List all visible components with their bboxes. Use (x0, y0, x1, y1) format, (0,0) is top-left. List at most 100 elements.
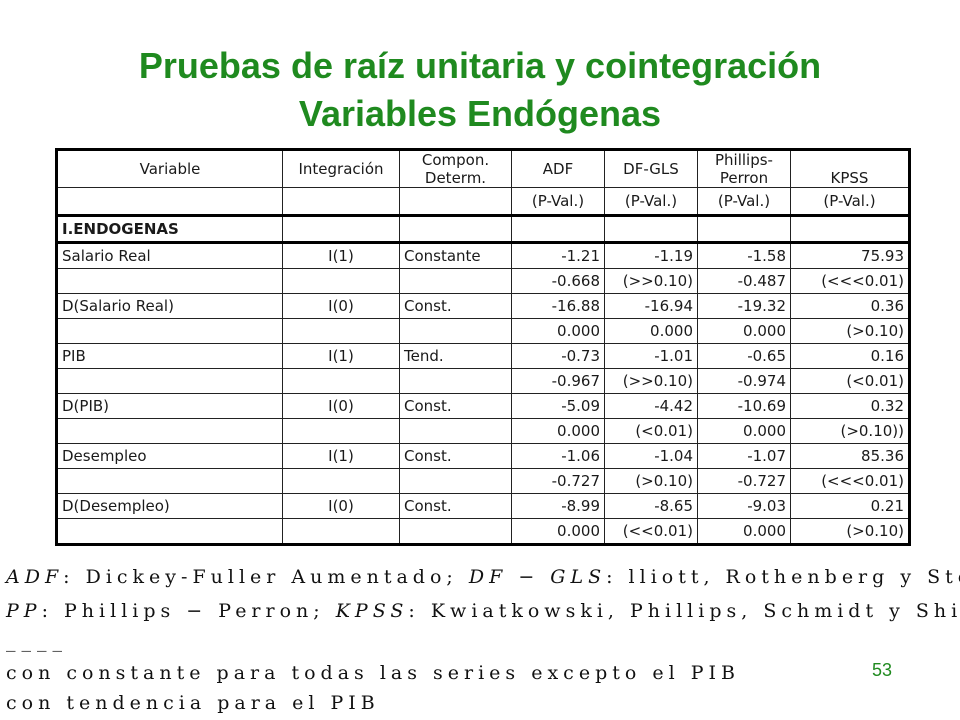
table-row-pval: 0.000 (<0.01) 0.000 (>0.10)) (56, 418, 910, 444)
cell-kpss: 0.32 (790, 393, 910, 419)
slide-title-line2: Variables Endógenas (298, 93, 662, 134)
cell-compon: Tend. (399, 343, 512, 369)
note-line4: con constante para todas las series exce… (6, 662, 740, 684)
cell-pval-kpss: (<<<0.01) (790, 468, 910, 494)
table-row-pval: -0.727 (>0.10) -0.727 (<<<0.01) (56, 468, 910, 494)
header-dfgls: DF-GLS (604, 149, 698, 188)
cell-pval-adf: -0.668 (511, 268, 605, 294)
cell-adf: -1.06 (511, 443, 605, 469)
section-empty (511, 214, 605, 244)
table-row: PIB I(1) Tend. -0.73 -1.01 -0.65 0.16 (56, 343, 910, 369)
cell-pval-kpss: (>0.10) (790, 518, 910, 545)
note-text-dfgls: : lliott, Rothenberg y Stock (606, 566, 960, 588)
cell-integracion: I(1) (282, 241, 400, 269)
cell-empty (56, 418, 283, 444)
cell-integracion: I(0) (282, 493, 400, 519)
cell-pp: -0.65 (697, 343, 791, 369)
cell-compon: Const. (399, 493, 512, 519)
cell-compon: Const. (399, 393, 512, 419)
cell-pval-kpss: (<<<0.01) (790, 268, 910, 294)
header-pval-kpss: (P-Val.) (790, 187, 910, 216)
cell-pval-kpss: (<0.01) (790, 368, 910, 394)
header-compon-line1: Compon. (421, 151, 490, 169)
cell-integracion: I(0) (282, 393, 400, 419)
cell-empty (56, 468, 283, 494)
note-line1: ADF: Dickey-Fuller Aumentado; DF − GLS: … (6, 566, 960, 588)
cell-compon: Constante (399, 241, 512, 269)
page-number: 53 (872, 660, 893, 680)
header-pval-adf: (P-Val.) (511, 187, 605, 216)
cell-kpss: 0.36 (790, 293, 910, 319)
cell-variable: D(PIB) (56, 393, 283, 419)
header-kpss: KPSS (790, 149, 910, 188)
cell-pval-pp: -0.727 (697, 468, 791, 494)
table-row-pval: -0.668 (>>0.10) -0.487 (<<<0.01) (56, 268, 910, 294)
cell-empty (282, 368, 400, 394)
unit-root-table: Variable Integración Compon. Determ. ADF … (55, 148, 911, 546)
note-abbr-adf: ADF (6, 566, 64, 588)
table-row: D(Salario Real) I(0) Const. -16.88 -16.94 -19… (56, 293, 910, 319)
cell-pval-dfgls: (<0.01) (604, 418, 698, 444)
header-empty (399, 187, 512, 216)
cell-empty (399, 468, 512, 494)
table-row: Desempleo I(1) Const. -1.06 -1.04 -1.07 85.36 (56, 443, 910, 469)
cell-compon: Const. (399, 293, 512, 319)
cell-pval-pp: -0.487 (697, 268, 791, 294)
section-empty (790, 214, 910, 244)
note-text-pp: : Phillips − Perron; (41, 600, 325, 622)
cell-pp: -1.58 (697, 241, 791, 269)
note-line3: ____ (6, 630, 68, 652)
cell-pval-adf: -0.967 (511, 368, 605, 394)
cell-adf: -8.99 (511, 493, 605, 519)
cell-adf: -0.73 (511, 343, 605, 369)
cell-dfgls: -1.01 (604, 343, 698, 369)
cell-kpss: 85.36 (790, 443, 910, 469)
cell-empty (399, 418, 512, 444)
cell-pval-kpss: (>0.10) (790, 318, 910, 344)
cell-pp: -10.69 (697, 393, 791, 419)
note-text-adf: : Dickey-Fuller Aumentado; (63, 566, 458, 588)
cell-empty (399, 518, 512, 545)
section-empty (282, 214, 400, 244)
slide-title-line1: Pruebas de raíz unitaria y cointegración (138, 45, 822, 86)
cell-variable: Desempleo (56, 443, 283, 469)
cell-pval-dfgls: (>>0.10) (604, 268, 698, 294)
note-abbr-pp: PP (6, 600, 42, 622)
header-compon-line2: Determ. (424, 169, 487, 187)
cell-variable: PIB (56, 343, 283, 369)
cell-adf: -5.09 (511, 393, 605, 419)
cell-pp: -1.07 (697, 443, 791, 469)
cell-dfgls: -1.04 (604, 443, 698, 469)
cell-pval-kpss: (>0.10)) (790, 418, 910, 444)
header-integracion: Integración (282, 149, 400, 188)
table-row: D(Desempleo) I(0) Const. -8.99 -8.65 -9.03 0.2… (56, 493, 910, 519)
cell-pval-adf: 0.000 (511, 318, 605, 344)
cell-pval-dfgls: (<<0.01) (604, 518, 698, 545)
table-row: D(PIB) I(0) Const. -5.09 -4.42 -10.69 0.32 (56, 393, 910, 419)
cell-variable: D(Salario Real) (56, 293, 283, 319)
table-row-pval: 0.000 (<<0.01) 0.000 (>0.10) (56, 518, 910, 545)
cell-pp: -19.32 (697, 293, 791, 319)
cell-pval-adf: 0.000 (511, 418, 605, 444)
header-row-1: Variable Integración Compon. Determ. ADF … (56, 149, 910, 188)
cell-empty (56, 268, 283, 294)
cell-integracion: I(1) (282, 343, 400, 369)
cell-pval-adf: 0.000 (511, 518, 605, 545)
section-empty (604, 214, 698, 244)
table-row-pval: 0.000 0.000 0.000 (>0.10) (56, 318, 910, 344)
cell-dfgls: -16.94 (604, 293, 698, 319)
header-empty (56, 187, 283, 216)
cell-pval-adf: -0.727 (511, 468, 605, 494)
cell-empty (56, 318, 283, 344)
header-pp-line1: Phillips- (715, 151, 773, 169)
cell-pval-dfgls: 0.000 (604, 318, 698, 344)
header-adf: ADF (511, 149, 605, 188)
cell-pval-dfgls: (>0.10) (604, 468, 698, 494)
cell-empty (282, 268, 400, 294)
table-row-pval: -0.967 (>>0.10) -0.974 (<0.01) (56, 368, 910, 394)
header-row-2: (P-Val.) (P-Val.) (P-Val.) (P-Val.) (56, 187, 910, 216)
cell-empty (282, 318, 400, 344)
section-row: I.ENDOGENAS (56, 214, 910, 244)
cell-empty (282, 468, 400, 494)
cell-dfgls: -1.19 (604, 241, 698, 269)
